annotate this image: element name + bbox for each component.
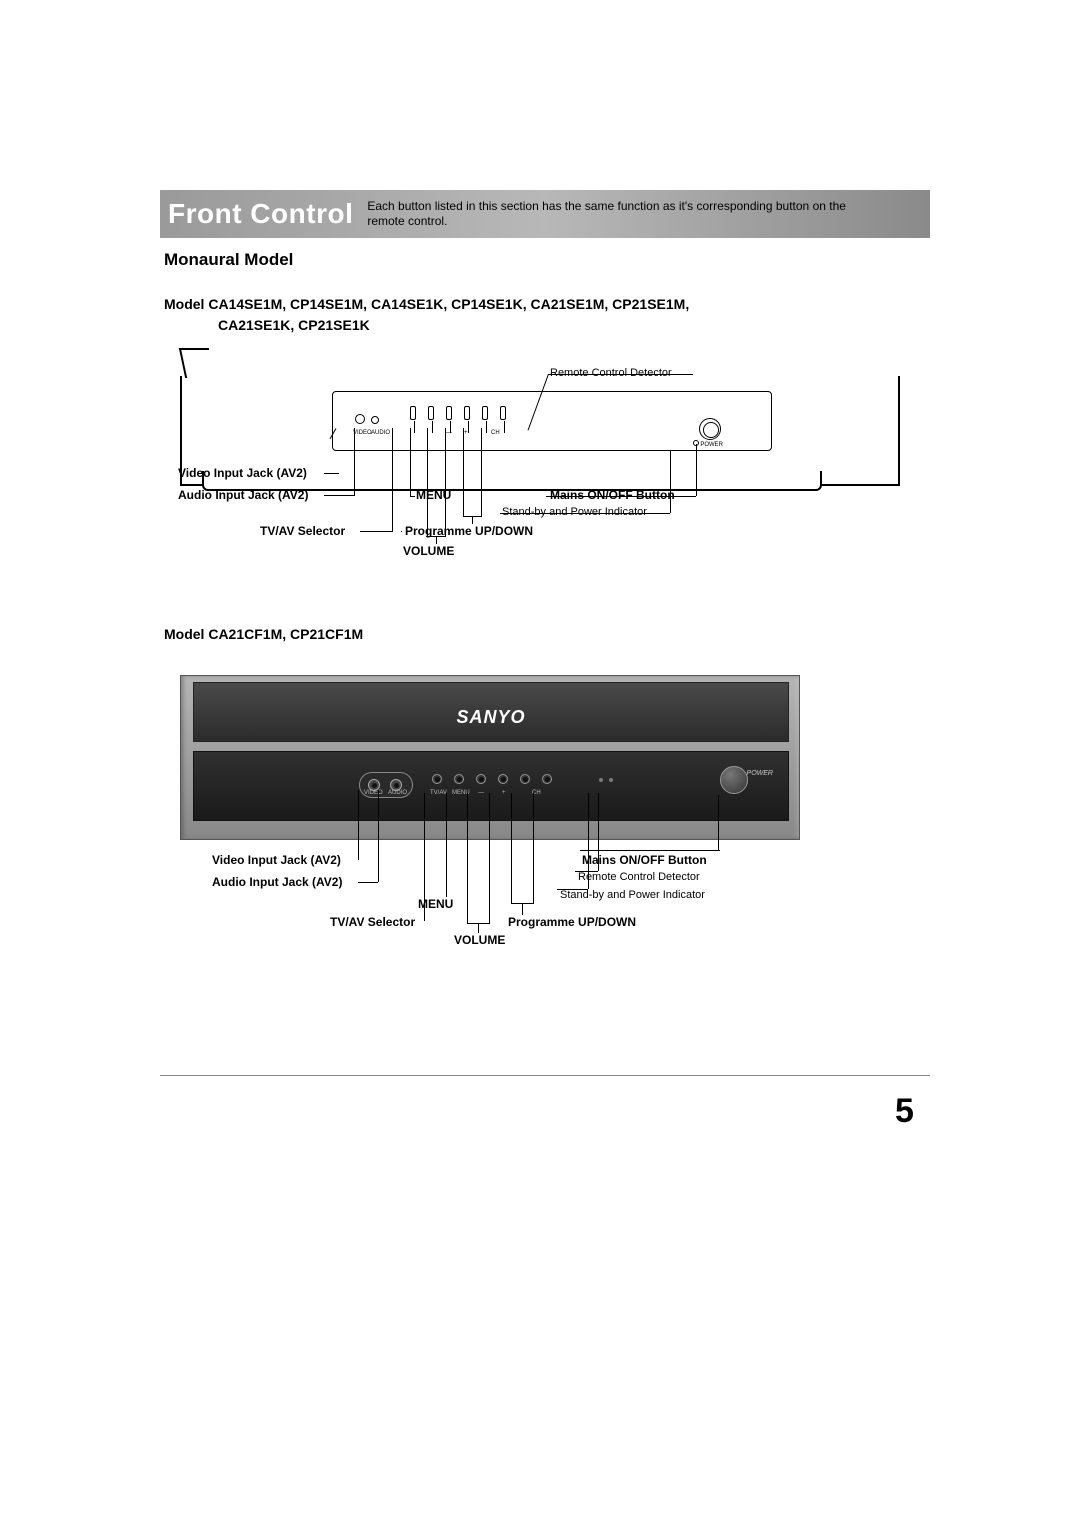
vol-down-icon xyxy=(446,406,452,420)
line xyxy=(546,496,696,497)
d2-audio-in: Audio Input Jack (AV2) xyxy=(212,875,342,889)
line xyxy=(463,428,464,516)
brand-logo: SANYO xyxy=(456,707,525,728)
panel1-curve xyxy=(179,348,215,378)
line xyxy=(580,850,720,851)
tiny-audio: AUDIO xyxy=(371,430,390,436)
section-heading: Monaural Model xyxy=(164,250,930,270)
vol-down2-icon xyxy=(476,774,486,784)
page-content: Front Control Each button listed in this… xyxy=(160,190,930,975)
d2-remote-detector: Remote Control Detector xyxy=(578,871,700,883)
model1-prefix: Model xyxy=(164,296,204,312)
line xyxy=(424,793,425,921)
page-number: 5 xyxy=(895,1092,914,1131)
d1-tvav: TV/AV Selector xyxy=(260,524,345,538)
video-jack-icon xyxy=(355,414,365,424)
power-btn-icon xyxy=(699,418,721,440)
model1-line2: CA21SE1K, CP21SE1K xyxy=(164,315,930,336)
line xyxy=(360,531,392,532)
line xyxy=(427,428,428,536)
d1-mains: Mains ON/OFF Button xyxy=(550,488,675,502)
line xyxy=(489,793,490,923)
tiny2-power: POWER xyxy=(747,770,773,777)
d2-video-in: Video Input Jack (AV2) xyxy=(212,853,341,867)
line xyxy=(718,795,719,850)
line xyxy=(378,790,379,882)
diagram-model2: SANYO VIDEO AUDIO TV/AV MENU — + CH xyxy=(160,675,930,975)
d2-mains: Mains ON/OFF Button xyxy=(582,853,707,867)
tiny2-audio: AUDIO xyxy=(388,790,407,796)
d2-programme: Programme UP/DOWN xyxy=(508,915,636,929)
line xyxy=(401,531,402,532)
line xyxy=(511,793,512,903)
d2-standby: Stand-by and Power Indicator xyxy=(560,889,705,901)
line xyxy=(557,889,588,890)
d2-tvav: TV/AV Selector xyxy=(330,915,415,929)
line xyxy=(598,793,599,871)
page-title: Front Control xyxy=(168,198,367,230)
line xyxy=(324,473,339,474)
d1-menu: MENU xyxy=(416,488,451,502)
line xyxy=(358,790,359,860)
line xyxy=(575,871,598,872)
line xyxy=(392,428,393,532)
line xyxy=(410,428,411,496)
line xyxy=(358,882,378,883)
line xyxy=(467,793,468,923)
page-subtitle: Each button listed in this section has t… xyxy=(367,199,877,229)
line xyxy=(522,903,523,915)
vol-up-icon xyxy=(464,406,470,420)
model1-line1: CA14SE1M, CP14SE1M, CA14SE1K, CP14SE1K, … xyxy=(208,296,689,312)
d1-programme: Programme UP/DOWN xyxy=(405,524,533,538)
line xyxy=(324,495,354,496)
led2-icon xyxy=(599,778,603,782)
d1-volume: VOLUME xyxy=(403,544,454,558)
line xyxy=(533,793,534,903)
menu-btn2-icon xyxy=(454,774,464,784)
ch-up-icon xyxy=(500,406,506,420)
tiny2-tvav: TV/AV xyxy=(430,790,447,796)
line xyxy=(446,793,447,897)
line xyxy=(500,513,670,514)
tiny-ch: CH xyxy=(491,430,500,436)
line xyxy=(472,516,473,524)
tv-screen: SANYO xyxy=(193,682,789,742)
tv-front: SANYO VIDEO AUDIO TV/AV MENU — + CH xyxy=(180,675,800,840)
vol-up2-icon xyxy=(498,774,508,784)
line xyxy=(548,374,693,375)
panel1-inner: VIDEO AUDIO — + CH POWER xyxy=(332,391,772,451)
detector2-icon xyxy=(609,778,613,782)
power2-btn-icon xyxy=(720,766,748,794)
tiny-video: VIDEO xyxy=(353,430,372,436)
line xyxy=(481,428,482,516)
line xyxy=(410,496,415,497)
audio-jack-icon xyxy=(371,416,379,424)
ch-down-icon xyxy=(482,406,488,420)
tiny-power: POWER xyxy=(700,442,723,448)
d1-remote-detector: Remote Control Detector xyxy=(550,367,672,379)
tvav-btn2-icon xyxy=(432,774,442,784)
footer-rule xyxy=(160,1075,930,1076)
model1-lines: Model CA14SE1M, CP14SE1M, CA14SE1K, CP14… xyxy=(164,294,930,336)
d1-standby: Stand-by and Power Indicator xyxy=(502,506,647,518)
line xyxy=(588,793,589,889)
diagram-model1: VIDEO AUDIO — + CH POWER Remote Control … xyxy=(160,376,930,616)
ch-up2-icon xyxy=(542,774,552,784)
tvav-btn-icon xyxy=(410,406,416,420)
line xyxy=(354,428,355,496)
model2-heading: Model CA21CF1M, CP21CF1M xyxy=(164,624,930,645)
d2-volume: VOLUME xyxy=(454,933,505,947)
title-bar: Front Control Each button listed in this… xyxy=(160,190,930,238)
tiny2-video: VIDEO xyxy=(364,790,383,796)
d1-audio-in: Audio Input Jack (AV2) xyxy=(178,488,308,502)
ch-down2-icon xyxy=(520,774,530,784)
line xyxy=(670,451,671,513)
line xyxy=(436,536,437,544)
menu-btn-icon xyxy=(428,406,434,420)
line xyxy=(445,428,446,536)
line xyxy=(478,923,479,933)
line xyxy=(696,444,697,496)
tv-panel: VIDEO AUDIO TV/AV MENU — + CH POWER xyxy=(193,751,789,821)
d1-video-in: Video Input Jack (AV2) xyxy=(178,466,307,480)
